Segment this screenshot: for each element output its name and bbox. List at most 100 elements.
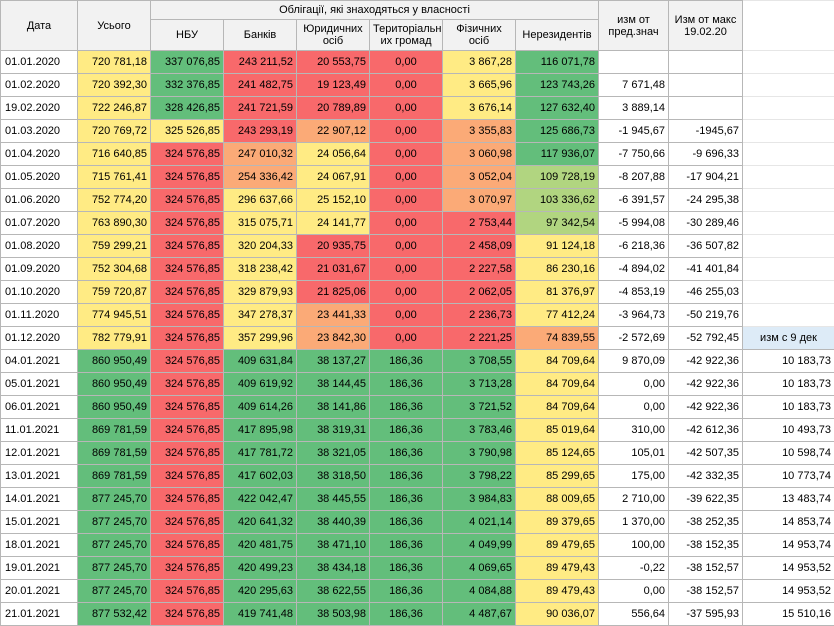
cell-total[interactable]: 869 781,59: [78, 465, 151, 488]
cell-individuals[interactable]: 3 355,83: [443, 120, 516, 143]
cell-change-prev[interactable]: 9 870,09: [599, 350, 669, 373]
header-group-title[interactable]: Облігації, які знаходяться у власності: [151, 1, 599, 20]
cell-total[interactable]: 722 246,87: [78, 97, 151, 120]
cell-change-9-dec[interactable]: 14 953,52: [743, 557, 834, 580]
cell-nonresidents[interactable]: 97 342,54: [516, 212, 599, 235]
header-change-prev[interactable]: изм от пред.знач: [599, 1, 669, 51]
cell-banks[interactable]: 241 482,75: [224, 74, 297, 97]
cell-total[interactable]: 759 299,21: [78, 235, 151, 258]
cell-change-9-dec[interactable]: 14 853,74: [743, 511, 834, 534]
cell-total[interactable]: 774 945,51: [78, 304, 151, 327]
cell-date[interactable]: 18.01.2021: [1, 534, 78, 557]
cell-change-max[interactable]: -37 595,93: [669, 603, 743, 626]
cell-change-prev[interactable]: 100,00: [599, 534, 669, 557]
cell-change-9-dec[interactable]: 10 183,73: [743, 350, 834, 373]
cell-nonresidents[interactable]: 84 709,64: [516, 373, 599, 396]
cell-change-9-dec[interactable]: 10 773,74: [743, 465, 834, 488]
cell-nonresidents[interactable]: 84 709,64: [516, 350, 599, 373]
cell-nonresidents[interactable]: 117 936,07: [516, 143, 599, 166]
cell-nonresidents[interactable]: 84 709,64: [516, 396, 599, 419]
cell-nonresidents[interactable]: 89 479,65: [516, 534, 599, 557]
cell-date[interactable]: 21.01.2021: [1, 603, 78, 626]
cell-individuals[interactable]: 3 052,04: [443, 166, 516, 189]
cell-legal[interactable]: 24 056,64: [297, 143, 370, 166]
cell-change-prev[interactable]: -3 964,73: [599, 304, 669, 327]
cell-territorial[interactable]: 0,00: [370, 212, 443, 235]
cell-nonresidents[interactable]: 85 019,64: [516, 419, 599, 442]
cell-legal[interactable]: 38 445,55: [297, 488, 370, 511]
cell-change-max[interactable]: -17 904,21: [669, 166, 743, 189]
cell-nbu[interactable]: 324 576,85: [151, 442, 224, 465]
cell-territorial[interactable]: 186,36: [370, 419, 443, 442]
cell-nonresidents[interactable]: 85 124,65: [516, 442, 599, 465]
cell-change-max[interactable]: -42 922,36: [669, 396, 743, 419]
cell-date[interactable]: 14.01.2021: [1, 488, 78, 511]
header-nbu[interactable]: НБУ: [151, 20, 224, 51]
cell-nbu[interactable]: 324 576,85: [151, 396, 224, 419]
cell-date[interactable]: 01.09.2020: [1, 258, 78, 281]
cell-banks[interactable]: 241 721,59: [224, 97, 297, 120]
cell-change-prev[interactable]: 0,00: [599, 396, 669, 419]
cell-total[interactable]: 716 640,85: [78, 143, 151, 166]
cell-legal[interactable]: 38 622,55: [297, 580, 370, 603]
cell-change-9-dec[interactable]: 10 598,74: [743, 442, 834, 465]
cell-total[interactable]: 877 245,70: [78, 580, 151, 603]
cell-legal[interactable]: 38 434,18: [297, 557, 370, 580]
cell-individuals[interactable]: 3 708,55: [443, 350, 516, 373]
cell-nbu[interactable]: 324 576,85: [151, 419, 224, 442]
cell-legal[interactable]: 38 137,27: [297, 350, 370, 373]
cell-territorial[interactable]: 0,00: [370, 235, 443, 258]
cell-banks[interactable]: 296 637,66: [224, 189, 297, 212]
cell-individuals[interactable]: 3 798,22: [443, 465, 516, 488]
cell-change-prev[interactable]: 0,00: [599, 580, 669, 603]
cell-legal[interactable]: 24 141,77: [297, 212, 370, 235]
header-legal[interactable]: Юридичних осіб: [297, 20, 370, 51]
cell-date[interactable]: 20.01.2021: [1, 580, 78, 603]
cell-date[interactable]: 19.02.2020: [1, 97, 78, 120]
cell-change-prev[interactable]: 3 889,14: [599, 97, 669, 120]
cell-change-max[interactable]: -42 612,36: [669, 419, 743, 442]
cell-nbu[interactable]: 325 526,85: [151, 120, 224, 143]
cell-territorial[interactable]: 186,36: [370, 442, 443, 465]
cell-territorial[interactable]: 186,36: [370, 580, 443, 603]
cell-change-max[interactable]: -41 401,84: [669, 258, 743, 281]
cell-individuals[interactable]: 2 236,73: [443, 304, 516, 327]
cell-change-max[interactable]: -39 622,35: [669, 488, 743, 511]
cell-banks[interactable]: 420 481,75: [224, 534, 297, 557]
cell-change-max[interactable]: -42 922,36: [669, 373, 743, 396]
cell-change-9-dec[interactable]: [743, 258, 834, 281]
cell-date[interactable]: 19.01.2021: [1, 557, 78, 580]
cell-nonresidents[interactable]: 103 336,62: [516, 189, 599, 212]
cell-individuals[interactable]: 4 069,65: [443, 557, 516, 580]
cell-legal[interactable]: 38 503,98: [297, 603, 370, 626]
cell-banks[interactable]: 420 499,23: [224, 557, 297, 580]
cell-nonresidents[interactable]: 116 071,78: [516, 51, 599, 74]
cell-banks[interactable]: 320 204,33: [224, 235, 297, 258]
cell-nbu[interactable]: 324 576,85: [151, 534, 224, 557]
cell-change-prev[interactable]: 105,01: [599, 442, 669, 465]
cell-change-prev[interactable]: -4 894,02: [599, 258, 669, 281]
cell-banks[interactable]: 419 741,48: [224, 603, 297, 626]
cell-change-prev[interactable]: 175,00: [599, 465, 669, 488]
cell-territorial[interactable]: 0,00: [370, 304, 443, 327]
cell-nonresidents[interactable]: 125 686,73: [516, 120, 599, 143]
cell-individuals[interactable]: 4 021,14: [443, 511, 516, 534]
cell-change-prev[interactable]: -8 207,88: [599, 166, 669, 189]
cell-nonresidents[interactable]: 123 743,26: [516, 74, 599, 97]
cell-individuals[interactable]: 2 753,44: [443, 212, 516, 235]
cell-change-prev[interactable]: 556,64: [599, 603, 669, 626]
cell-nbu[interactable]: 332 376,85: [151, 74, 224, 97]
cell-nbu[interactable]: 324 576,85: [151, 511, 224, 534]
cell-change-9-dec[interactable]: [743, 212, 834, 235]
cell-territorial[interactable]: 0,00: [370, 97, 443, 120]
cell-change-9-dec[interactable]: 10 493,73: [743, 419, 834, 442]
cell-nonresidents[interactable]: 81 376,97: [516, 281, 599, 304]
cell-legal[interactable]: 38 141,86: [297, 396, 370, 419]
cell-legal[interactable]: 38 318,50: [297, 465, 370, 488]
cell-nbu[interactable]: 324 576,85: [151, 166, 224, 189]
cell-nonresidents[interactable]: 77 412,24: [516, 304, 599, 327]
cell-change-9-dec[interactable]: [743, 143, 834, 166]
cell-total[interactable]: 877 245,70: [78, 557, 151, 580]
cell-change-prev[interactable]: -2 572,69: [599, 327, 669, 350]
cell-date[interactable]: 11.01.2021: [1, 419, 78, 442]
